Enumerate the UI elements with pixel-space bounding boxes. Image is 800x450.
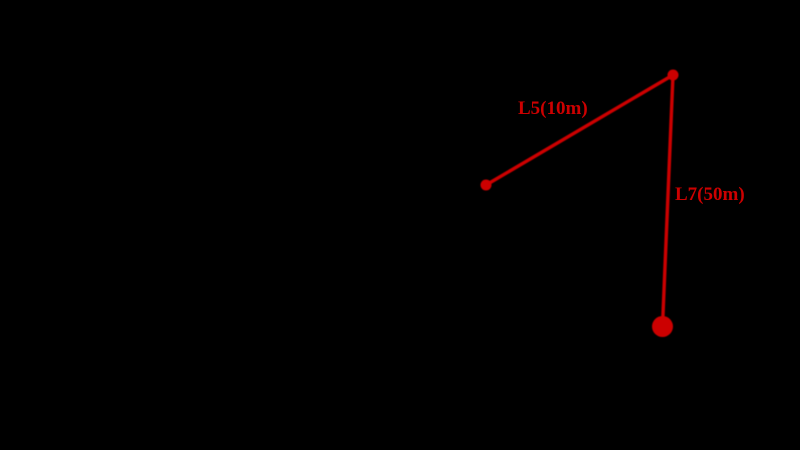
svg-text:L7(50m): L7(50m) <box>675 184 745 205</box>
svg-text:L5(10m): L5(10m) <box>518 98 588 119</box>
